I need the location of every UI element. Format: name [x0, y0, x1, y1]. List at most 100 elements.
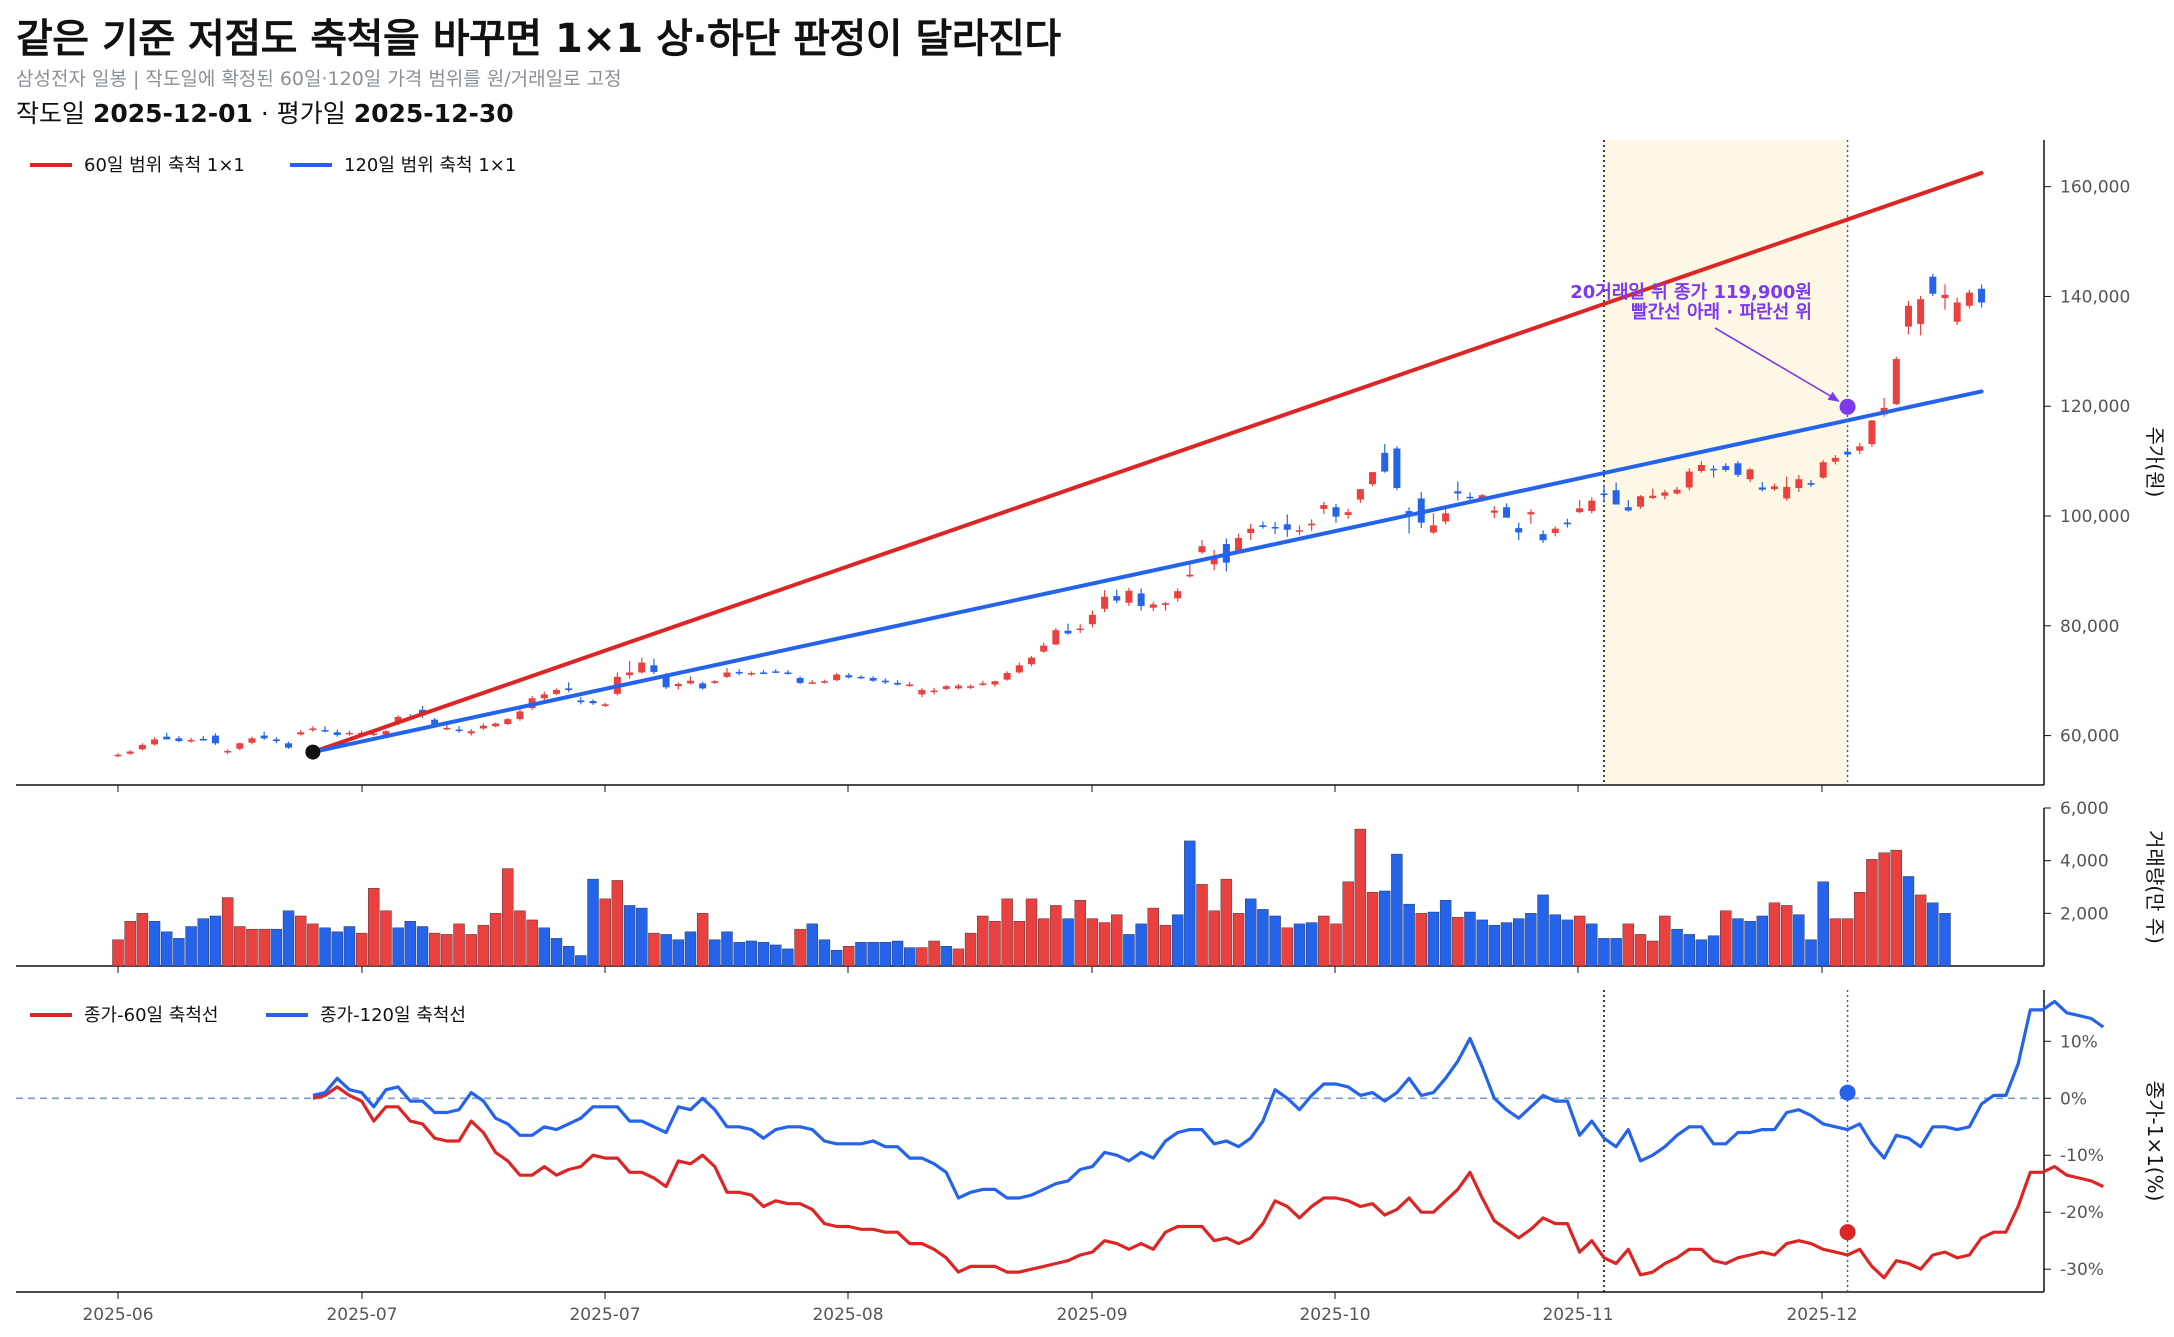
volume-bar: [1683, 934, 1695, 967]
volume-bar: [1805, 939, 1817, 967]
candle-body: [1064, 630, 1072, 634]
volume-bar: [1500, 922, 1513, 967]
candle-body: [1247, 528, 1255, 534]
spread-y-tick-label: -20%: [2060, 1203, 2104, 1223]
candle-body: [163, 736, 171, 740]
candle-body: [321, 730, 329, 732]
candle-body: [138, 744, 146, 750]
price-y-tick-label: 120,000: [2060, 397, 2130, 417]
candle-body: [869, 677, 877, 681]
volume-bar: [818, 939, 831, 967]
volume-bar: [672, 939, 684, 967]
volume-bar: [940, 946, 952, 967]
candle-body: [1344, 512, 1352, 515]
candle-body: [881, 680, 889, 683]
legend-label-120: 120일 범위 축척 1×1: [344, 155, 516, 176]
candle-body: [1381, 452, 1389, 472]
candle-body: [1101, 596, 1109, 609]
candle-body: [1235, 537, 1243, 552]
candle-body: [1710, 468, 1718, 471]
candle-body: [918, 690, 926, 695]
volume-bar: [1512, 918, 1525, 967]
volume-bar: [526, 919, 538, 967]
candle-body: [967, 686, 975, 688]
volume-bar: [770, 944, 782, 967]
eval-date-label: 평가일: [276, 99, 346, 128]
candle-body: [845, 675, 853, 678]
volume-bar: [1793, 914, 1805, 967]
volume-bar: [928, 940, 940, 967]
candle-body: [796, 677, 804, 683]
candle-body: [699, 683, 707, 689]
candle-body: [857, 676, 865, 679]
candle-body: [1113, 596, 1121, 601]
line-60-scale: [310, 170, 1984, 755]
candle-body: [126, 751, 134, 754]
volume-bar: [1391, 853, 1403, 967]
volume-bar: [1354, 828, 1367, 967]
candle-body: [492, 723, 500, 727]
spread-y-tick-label: 0%: [2060, 1089, 2087, 1109]
candle-body: [589, 701, 597, 704]
candle-body: [1551, 528, 1559, 534]
candle-body: [260, 735, 268, 739]
candle-body: [930, 690, 938, 693]
volume-bar: [904, 947, 916, 967]
volume-bar: [1245, 898, 1257, 967]
volume-bar: [1744, 921, 1756, 967]
candle-body: [1661, 492, 1669, 496]
volume-bar: [148, 921, 161, 967]
legend-label-spread-120: 종가-120일 축척선: [320, 1005, 466, 1026]
candle-body: [1320, 505, 1328, 509]
date-line: 작도일 2025-12-01 · 평가일 2025-12-30: [16, 94, 514, 130]
volume-bar: [782, 948, 794, 967]
candle-body: [382, 731, 390, 735]
eval-date: 2025-12-30: [353, 99, 514, 128]
line-120-scale: [310, 389, 1984, 755]
volume-bar: [380, 910, 392, 967]
volume-bar: [1732, 918, 1744, 967]
anchor-low-marker: [305, 744, 321, 760]
volume-y-tick-label: 4,000: [2060, 852, 2109, 872]
candle-body: [1271, 527, 1279, 529]
candle-body: [224, 750, 232, 753]
volume-bar: [1318, 915, 1330, 967]
candle-body: [1490, 510, 1498, 513]
volume-bar: [1025, 898, 1038, 967]
volume-bar: [246, 928, 258, 967]
candle-body: [1198, 546, 1206, 553]
candle-body: [1637, 496, 1644, 507]
volume-bar: [952, 948, 965, 967]
candle-body: [479, 725, 487, 729]
volume-bar: [1622, 923, 1635, 967]
volume-bar: [964, 932, 977, 967]
candle-body: [1612, 490, 1620, 505]
candle-body: [1770, 486, 1778, 490]
candle-body: [1685, 471, 1693, 488]
candle-body: [1466, 496, 1474, 499]
volume-bar: [221, 897, 234, 967]
volume-bar: [1220, 878, 1233, 967]
candle-body: [1515, 528, 1523, 533]
volume-bar: [611, 880, 624, 967]
volume-bar: [1488, 924, 1501, 967]
volume-bar: [1646, 940, 1659, 967]
volume-bar: [1305, 922, 1318, 967]
volume-bar: [331, 931, 343, 967]
candle-body: [1015, 665, 1023, 673]
candle-body: [1807, 483, 1815, 485]
candle-body: [516, 711, 524, 720]
volume-bar: [648, 932, 660, 967]
price-y-label: 주가(원): [2143, 427, 2167, 498]
volume-bar: [989, 921, 1001, 967]
candle-body: [211, 735, 219, 744]
price-y-tick-label: 100,000: [2060, 507, 2130, 527]
candle-body: [1527, 512, 1535, 515]
volume-bar: [843, 946, 855, 967]
volume-bar: [1403, 903, 1415, 967]
candle-body: [1149, 604, 1157, 608]
page-subtitle: 삼성전자 일봉 | 작도일에 확정된 60일·120일 가격 범위를 원/거래일…: [16, 68, 622, 90]
volume-bar: [891, 940, 904, 967]
volume-bar: [1196, 884, 1208, 967]
